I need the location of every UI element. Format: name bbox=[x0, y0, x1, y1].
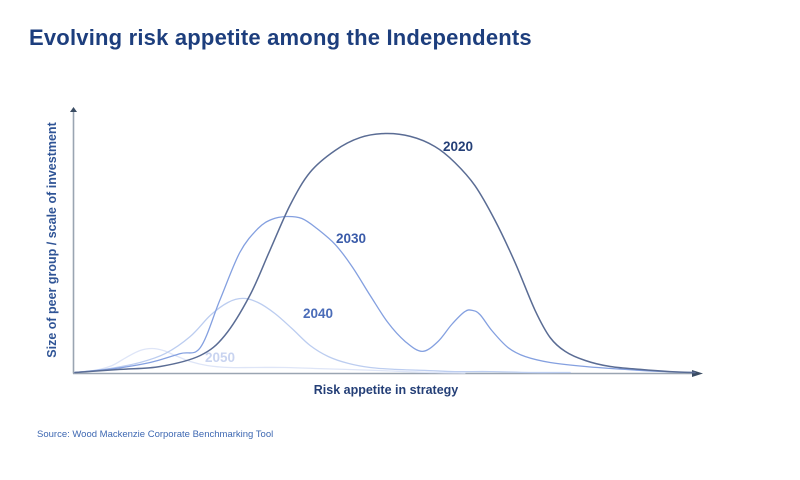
series-label-2030: 2030 bbox=[336, 231, 367, 246]
x-axis-label: Risk appetite in strategy bbox=[313, 383, 459, 397]
curve-2030 bbox=[74, 215, 696, 374]
series-label-2040: 2040 bbox=[303, 306, 334, 321]
x-axis-arrow-icon bbox=[692, 370, 703, 377]
series-label-2020: 2020 bbox=[443, 139, 474, 154]
chart-title: Evolving risk appetite among the Indepen… bbox=[29, 25, 532, 50]
curve-2050 bbox=[74, 347, 466, 374]
curve-2020 bbox=[74, 132, 696, 374]
series-label-2050: 2050 bbox=[205, 350, 236, 365]
y-axis-label: Size of peer group / scale of investment bbox=[45, 122, 59, 358]
y-axis-arrow-icon bbox=[70, 107, 77, 112]
curve-2040 bbox=[74, 297, 571, 374]
source-text: Source: Wood Mackenzie Corporate Benchma… bbox=[37, 429, 274, 440]
